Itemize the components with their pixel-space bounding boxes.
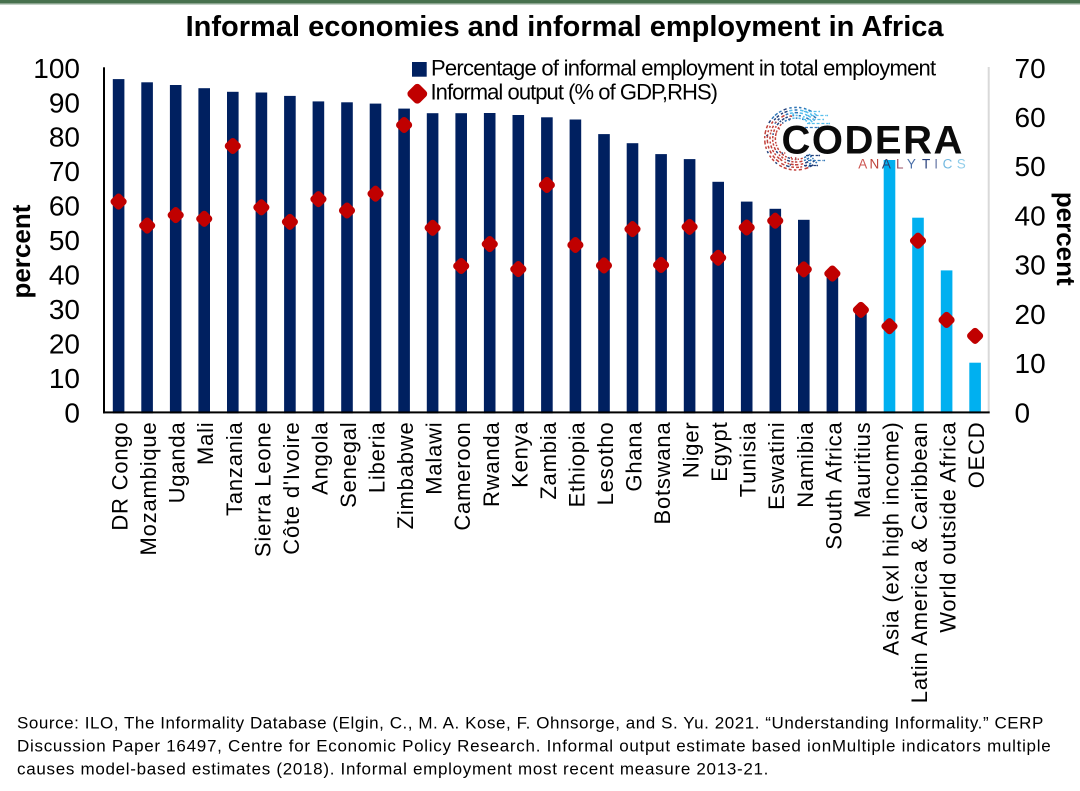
- svg-text:70: 70: [49, 156, 80, 187]
- svg-text:World outside Africa: World outside Africa: [936, 422, 961, 633]
- svg-text:A: A: [858, 156, 867, 171]
- svg-text:80: 80: [49, 122, 80, 153]
- svg-text:I: I: [934, 156, 938, 171]
- svg-text:20: 20: [49, 328, 80, 359]
- svg-text:Uganda: Uganda: [165, 422, 190, 504]
- svg-text:percent: percent: [1051, 192, 1080, 286]
- svg-text:Informal output (% of GDP,RHS): Informal output (% of GDP,RHS): [431, 80, 718, 105]
- svg-text:Mozambique: Mozambique: [136, 422, 161, 556]
- svg-text:S: S: [957, 156, 966, 171]
- svg-text:Informal economies and informa: Informal economies and informal employme…: [186, 11, 945, 43]
- svg-text:percent: percent: [6, 204, 36, 298]
- svg-text:Source: ILO, The Informality D: Source: ILO, The Informality Database (E…: [17, 713, 1044, 732]
- svg-text:Latin America & Caribbean: Latin America & Caribbean: [907, 422, 932, 704]
- svg-text:Tunisia: Tunisia: [736, 422, 761, 498]
- svg-text:10: 10: [1015, 348, 1046, 379]
- svg-text:Asia (exl high income): Asia (exl high income): [879, 422, 904, 656]
- svg-text:20: 20: [1015, 299, 1046, 330]
- svg-text:CODERA: CODERA: [782, 119, 964, 163]
- svg-text:0: 0: [64, 397, 80, 428]
- svg-text:30: 30: [49, 294, 80, 325]
- svg-text:40: 40: [1015, 201, 1046, 232]
- svg-text:Ethiopia: Ethiopia: [564, 422, 589, 508]
- svg-text:Côte d'Ivoire: Côte d'Ivoire: [279, 422, 304, 555]
- svg-text:Egypt: Egypt: [707, 422, 732, 482]
- svg-text:C: C: [943, 156, 953, 171]
- svg-text:causes model-based estimates (: causes model-based estimates (2018). Inf…: [17, 759, 769, 778]
- svg-text:60: 60: [1015, 102, 1046, 133]
- svg-text:60: 60: [49, 191, 80, 222]
- svg-text:Mali: Mali: [193, 422, 218, 466]
- svg-text:Mauritius: Mauritius: [850, 422, 875, 518]
- svg-text:Rwanda: Rwanda: [479, 422, 504, 508]
- svg-text:Zambia: Zambia: [536, 422, 561, 500]
- svg-text:Zimbabwe: Zimbabwe: [393, 421, 418, 529]
- svg-text:Tanzania: Tanzania: [222, 422, 247, 516]
- svg-text:Sierra Leone: Sierra Leone: [250, 422, 275, 558]
- svg-text:L: L: [896, 156, 904, 171]
- svg-text:50: 50: [49, 225, 80, 256]
- svg-text:Namibia: Namibia: [793, 422, 818, 508]
- svg-text:Eswatini: Eswatini: [764, 422, 789, 510]
- svg-text:Lesotho: Lesotho: [593, 422, 618, 506]
- svg-text:DR Congo: DR Congo: [108, 422, 133, 531]
- svg-text:Angola: Angola: [307, 422, 332, 495]
- svg-text:0: 0: [1015, 397, 1031, 428]
- svg-text:Senegal: Senegal: [336, 422, 361, 508]
- svg-text:Ghana: Ghana: [622, 422, 647, 492]
- svg-text:Kenya: Kenya: [507, 422, 532, 488]
- svg-text:Cameroon: Cameroon: [450, 422, 475, 531]
- svg-text:40: 40: [49, 260, 80, 291]
- svg-text:Niger: Niger: [679, 422, 704, 479]
- svg-text:Liberia: Liberia: [365, 422, 390, 494]
- svg-text:Malawi: Malawi: [422, 421, 447, 494]
- svg-text:OECD: OECD: [964, 422, 989, 489]
- svg-text:A: A: [882, 156, 891, 171]
- svg-text:South Africa: South Africa: [821, 422, 846, 550]
- svg-text:Botswana: Botswana: [650, 422, 675, 525]
- svg-text:30: 30: [1015, 250, 1046, 281]
- svg-text:50: 50: [1015, 151, 1046, 182]
- svg-text:Percentage of informal employm: Percentage of informal employment in tot…: [431, 56, 936, 81]
- svg-text:90: 90: [49, 87, 80, 118]
- svg-text:100: 100: [33, 53, 80, 84]
- svg-text:Discussion Paper 16497, Centre: Discussion Paper 16497, Centre for Econo…: [17, 736, 1051, 755]
- svg-text:70: 70: [1015, 53, 1046, 84]
- svg-text:10: 10: [49, 363, 80, 394]
- svg-text:Y: Y: [907, 156, 916, 171]
- svg-text:N: N: [870, 156, 880, 171]
- svg-text:T: T: [922, 156, 930, 171]
